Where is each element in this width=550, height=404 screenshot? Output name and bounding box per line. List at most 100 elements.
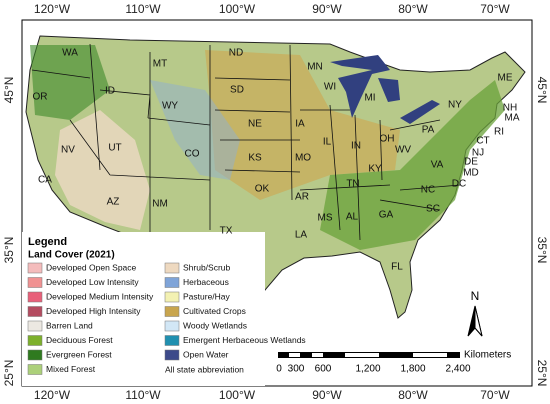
- state-label: PA: [422, 125, 435, 136]
- legend-swatch: [164, 262, 180, 274]
- state-label: DC: [452, 179, 466, 190]
- state-label: NV: [61, 145, 75, 156]
- legend-swatch: [27, 291, 43, 303]
- state-label: NJ: [472, 148, 484, 159]
- longitude-label: 100°W: [219, 2, 256, 16]
- state-label: AR: [295, 192, 309, 203]
- scale-bar-segment: [413, 353, 447, 357]
- legend-swatch: [164, 306, 180, 317]
- state-label: DE: [464, 157, 478, 168]
- legend-label: Shrub/Scrub: [183, 262, 231, 272]
- state-label: MT: [153, 59, 167, 70]
- legend-swatch: [27, 262, 43, 274]
- legend-label: Woody Wetlands: [183, 320, 247, 330]
- state-label: MD: [463, 168, 479, 179]
- legend-label: Emergent Herbaceous Wetlands: [183, 335, 306, 345]
- legend-swatch: [27, 306, 43, 317]
- scale-unit: Kilometers: [464, 350, 511, 361]
- lake-huron: [378, 78, 400, 102]
- longitude-label: 100°W: [219, 388, 256, 402]
- state-label: OR: [33, 92, 48, 103]
- state-label: ND: [229, 48, 243, 59]
- legend-label: Mixed Forest: [46, 364, 96, 374]
- state-label: MA: [505, 113, 520, 124]
- longitude-label: 80°W: [398, 2, 428, 16]
- legend-label: Barren Land: [46, 320, 93, 330]
- latitude-label: 35°N: [2, 237, 16, 264]
- scale-bar: [278, 352, 460, 358]
- legend-swatch: [27, 364, 43, 375]
- state-label: LA: [295, 230, 308, 241]
- state-label: NC: [421, 185, 435, 196]
- state-label: SD: [230, 85, 244, 96]
- longitude-label: 90°W: [312, 2, 342, 16]
- state-borders: [31, 43, 461, 241]
- scale-bar-segment: [289, 353, 300, 357]
- legend-label: Developed High Intensity: [46, 306, 141, 316]
- longitude-label: 70°W: [480, 388, 510, 402]
- state-label: CA: [38, 175, 52, 186]
- legend-label: Evergreen Forest: [46, 349, 112, 359]
- state-label: IN: [351, 141, 361, 152]
- legend-label: Cultivated Crops: [183, 306, 246, 316]
- legend-label: Deciduous Forest: [46, 335, 113, 345]
- state-label: VA: [431, 160, 444, 171]
- legend-subtitle: Land Cover (2021): [28, 250, 115, 261]
- legend-label: Developed Low Intensity: [46, 277, 139, 287]
- state-label: AZ: [107, 197, 120, 208]
- state-label: CT: [476, 136, 489, 147]
- state-label: WY: [162, 101, 178, 112]
- longitude-label: 110°W: [125, 2, 161, 16]
- legend-label: Developed Open Space: [46, 262, 137, 272]
- longitude-label: 120°W: [34, 2, 71, 16]
- scale-label: 600: [315, 364, 332, 375]
- legend-label: Developed Medium Intensity: [46, 291, 154, 301]
- scale-bar-segment: [345, 353, 379, 357]
- scale-label: 0: [276, 364, 282, 375]
- longitude-label: 90°W: [312, 388, 342, 402]
- scale-label: 300: [288, 364, 305, 375]
- legend-swatch: [164, 277, 180, 288]
- legend-swatch: [164, 291, 180, 303]
- state-label: ME: [498, 73, 513, 84]
- state-label: NH: [503, 103, 517, 114]
- state-label: AL: [346, 212, 359, 223]
- legend-swatch: [27, 277, 43, 288]
- state-label: MI: [364, 93, 375, 104]
- longitude-label: 70°W: [480, 2, 510, 16]
- crop-region: [205, 50, 400, 200]
- state-label: OH: [380, 134, 395, 145]
- herbaceous-region: [150, 80, 240, 180]
- legend-swatch: [27, 335, 43, 346]
- legend-swatch: [164, 335, 180, 346]
- forest-region: [320, 80, 505, 250]
- state-label: KS: [248, 153, 262, 164]
- state-label: MN: [307, 62, 323, 73]
- state-label: NE: [248, 119, 262, 130]
- lake-erie: [400, 100, 440, 124]
- great-lakes: [330, 55, 390, 118]
- legend-title: Legend: [28, 236, 67, 248]
- state-label: GA: [379, 210, 394, 221]
- legend-swatch: [27, 349, 43, 361]
- state-label: TN: [346, 179, 359, 190]
- state-label: SC: [426, 204, 440, 215]
- state-label: WV: [395, 145, 411, 156]
- state-label: IL: [323, 137, 332, 148]
- shrub-region: [55, 110, 150, 230]
- legend-swatch: [27, 320, 43, 332]
- latitude-label: 45°N: [2, 77, 16, 104]
- legend-label: Herbaceous: [183, 277, 229, 287]
- longitude-label: 110°W: [125, 388, 161, 402]
- legend-label: Pasture/Hay: [183, 291, 231, 301]
- north-arrow-half: [474, 305, 483, 337]
- latitude-label: 25°N: [535, 360, 549, 387]
- state-label: WA: [62, 48, 78, 59]
- state-label: WI: [324, 82, 336, 93]
- north-label: N: [471, 289, 480, 303]
- scale-label: 2,400: [445, 364, 470, 375]
- scale-bar-segment: [312, 353, 323, 357]
- longitude-label: 120°W: [34, 388, 71, 402]
- legend-box: [22, 232, 265, 386]
